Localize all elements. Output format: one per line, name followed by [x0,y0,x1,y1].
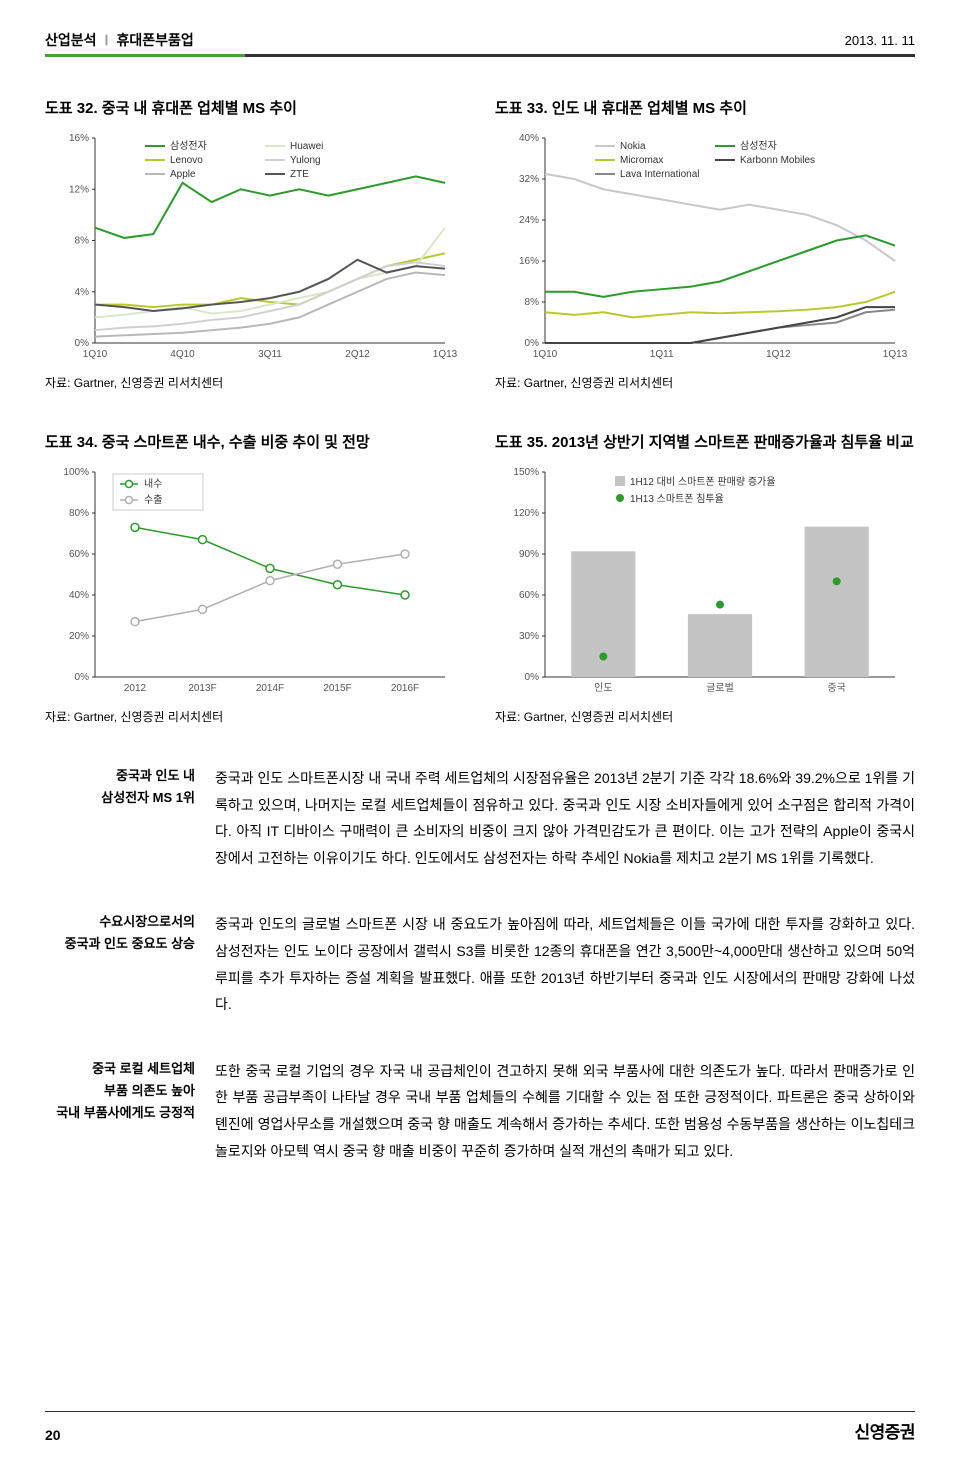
svg-text:2013F: 2013F [188,683,216,694]
body-text: 중국과 인도 스마트폰시장 내 국내 주력 세트업체의 시장점유율은 2013년… [215,765,915,871]
chart34: 0% 20% 40% 60% 80% 100% 2012 2013F 2014F 2015F 201… [45,462,465,702]
svg-text:Apple: Apple [170,169,196,180]
chart32-source: 자료: Gartner, 신영증권 리서치센터 [45,374,465,391]
svg-text:30%: 30% [519,631,539,642]
svg-text:0%: 0% [75,672,90,683]
svg-text:16%: 16% [69,133,89,144]
svg-text:2016F: 2016F [391,683,419,694]
svg-text:1H12 대비 스마트폰 판매량 증가율: 1H12 대비 스마트폰 판매량 증가율 [630,476,775,488]
footer-page-number: 20 [45,1427,61,1443]
svg-text:1Q12: 1Q12 [766,349,791,360]
body-block: 수요시장으로서의 중국과 인도 중요도 상승중국과 인도의 글로벌 스마트폰 시… [45,911,915,1017]
svg-text:1H13 스마트폰 침투율: 1H13 스마트폰 침투율 [630,493,724,505]
svg-text:Nokia: Nokia [620,141,646,152]
svg-text:32%: 32% [519,174,539,185]
svg-text:0%: 0% [75,338,90,349]
body-block: 중국 로컬 세트업체 부품 의존도 높아 국내 부품사에게도 긍정적또한 중국 … [45,1058,915,1164]
svg-text:16%: 16% [519,256,539,267]
header-category: 산업분석 [45,32,97,48]
body-text: 중국과 인도의 글로벌 스마트폰 시장 내 중요도가 높아짐에 따라, 세트업체… [215,911,915,1017]
svg-text:수출: 수출 [144,494,162,506]
svg-text:4%: 4% [75,287,90,298]
svg-text:Lenovo: Lenovo [170,155,203,166]
svg-text:20%: 20% [69,631,89,642]
chart32-title: 도표 32. 중국 내 휴대폰 업체별 MS 추이 [45,97,465,118]
chart33-source: 자료: Gartner, 신영증권 리서치센터 [495,374,915,391]
header-date: 2013. 11. 11 [845,33,915,48]
chart33-title: 도표 33. 인도 내 휴대폰 업체별 MS 추이 [495,97,915,118]
svg-text:24%: 24% [519,215,539,226]
svg-text:중국: 중국 [827,682,845,694]
svg-text:삼성전자: 삼성전자 [740,140,777,152]
body-block: 중국과 인도 내 삼성전자 MS 1위중국과 인도 스마트폰시장 내 국내 주력… [45,765,915,871]
svg-text:Lava International: Lava International [620,169,700,180]
header-sector: 휴대폰부품업 [116,32,193,48]
svg-text:2015F: 2015F [323,683,351,694]
svg-text:60%: 60% [69,549,89,560]
svg-text:1Q10: 1Q10 [533,349,558,360]
svg-text:0%: 0% [525,672,540,683]
svg-text:40%: 40% [519,133,539,144]
svg-text:1Q11: 1Q11 [650,349,674,360]
svg-text:2Q12: 2Q12 [345,349,370,360]
svg-text:글로벌: 글로벌 [706,682,734,694]
svg-text:100%: 100% [63,467,89,478]
svg-text:40%: 40% [69,590,89,601]
svg-text:ZTE: ZTE [290,169,309,180]
svg-text:2014F: 2014F [256,683,284,694]
chart35: 0% 30% 60% 90% 120% 150% 인도 글로벌 중국 1H12 대비 스마트폰 판… [495,462,915,702]
svg-text:4Q10: 4Q10 [170,349,195,360]
svg-text:Huawei: Huawei [290,141,323,152]
svg-text:Yulong: Yulong [290,155,321,166]
svg-text:60%: 60% [519,590,539,601]
chart34-source: 자료: Gartner, 신영증권 리서치센터 [45,708,465,725]
svg-text:2012: 2012 [124,683,147,694]
body-text: 또한 중국 로컬 기업의 경우 자국 내 공급체인이 견고하지 못해 외국 부품… [215,1058,915,1164]
svg-text:120%: 120% [513,508,539,519]
body-label: 중국 로컬 세트업체 부품 의존도 높아 국내 부품사에게도 긍정적 [45,1058,195,1164]
svg-text:8%: 8% [75,236,90,247]
header-sep: Ⅰ [104,32,108,48]
svg-text:삼성전자: 삼성전자 [170,140,207,152]
svg-text:내수: 내수 [144,478,162,490]
chart35-title: 도표 35. 2013년 상반기 지역별 스마트폰 판매증가율과 침투율 비교 [495,431,915,452]
header-accent-bar [45,54,245,57]
footer-logo: 신영증권 [854,1418,915,1443]
chart32: 0% 4% 8% 12% 16% 1Q10 4Q10 3Q11 2Q12 1Q13 삼성전자 Leno… [45,128,465,368]
svg-text:3Q11: 3Q11 [258,349,282,360]
svg-text:1Q13: 1Q13 [433,349,458,360]
svg-text:1Q13: 1Q13 [883,349,908,360]
svg-text:0%: 0% [525,338,540,349]
svg-text:12%: 12% [69,184,89,195]
svg-text:150%: 150% [513,467,539,478]
chart35-source: 자료: Gartner, 신영증권 리서치센터 [495,708,915,725]
body-label: 중국과 인도 내 삼성전자 MS 1위 [45,765,195,871]
page-header: 산업분석 Ⅰ 휴대폰부품업 2013. 11. 11 [45,30,915,57]
page-footer: 20 신영증권 [45,1411,915,1443]
svg-text:인도: 인도 [594,682,612,694]
chart33: 0% 8% 16% 24% 32% 40% 1Q10 1Q11 1Q12 1Q13 Nokia Mic… [495,128,915,368]
svg-text:8%: 8% [525,297,540,308]
svg-text:80%: 80% [69,508,89,519]
body-label: 수요시장으로서의 중국과 인도 중요도 상승 [45,911,195,1017]
svg-text:Karbonn Mobiles: Karbonn Mobiles [740,155,815,166]
svg-text:Micromax: Micromax [620,155,663,166]
svg-text:1Q10: 1Q10 [83,349,108,360]
chart34-title: 도표 34. 중국 스마트폰 내수, 수출 비중 추이 및 전망 [45,431,465,452]
svg-text:90%: 90% [519,549,539,560]
